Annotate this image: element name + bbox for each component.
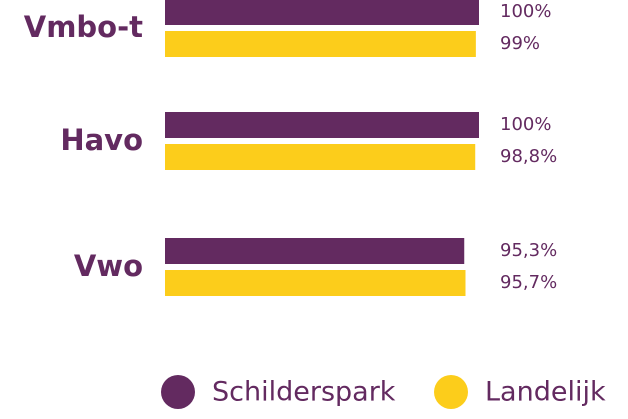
legend-label: Schilderspark [212,377,396,408]
legend-swatch [434,375,468,409]
legend-swatch [161,375,195,409]
category-label: Vwo [74,249,143,283]
category-label: Havo [60,123,143,157]
value-label: 95,7% [500,272,557,293]
bar [165,238,465,264]
value-label: 98,8% [500,146,557,167]
bar [165,112,479,138]
value-label: 99% [500,33,540,54]
bar [165,144,476,170]
category-label: Vmbo-t [24,10,143,44]
bar [165,0,479,25]
bar [165,31,476,57]
bar [165,270,466,296]
value-label: 100% [500,1,551,22]
legend-label: Landelijk [485,377,606,408]
value-label: 100% [500,114,551,135]
value-label: 95,3% [500,240,557,261]
